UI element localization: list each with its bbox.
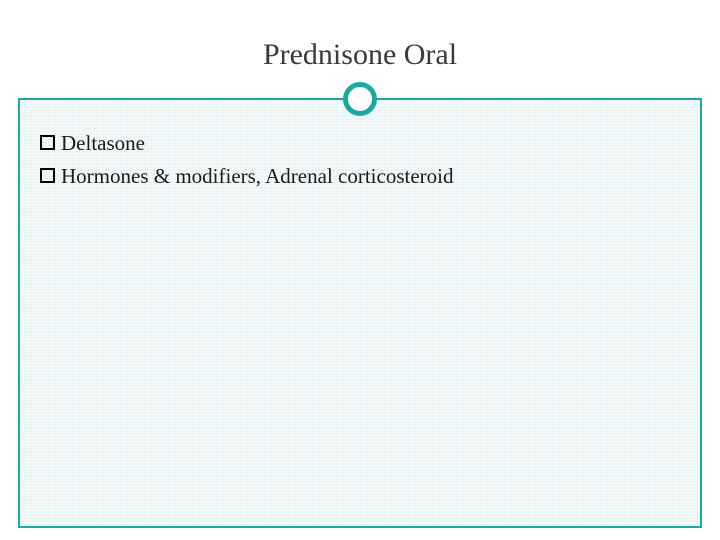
bullet-text: Deltasone [61, 130, 145, 157]
bullet-text: Hormones & modifiers, Adrenal corticoste… [61, 163, 454, 190]
slide-title: Prednisone Oral [263, 38, 457, 72]
circle-decoration-icon [343, 82, 377, 116]
list-item: Deltasone [40, 130, 680, 157]
square-bullet-icon [40, 135, 55, 150]
content-area: Deltasone Hormones & modifiers, Adrenal … [20, 100, 700, 526]
list-item: Hormones & modifiers, Adrenal corticoste… [40, 163, 680, 190]
square-bullet-icon [40, 168, 55, 183]
